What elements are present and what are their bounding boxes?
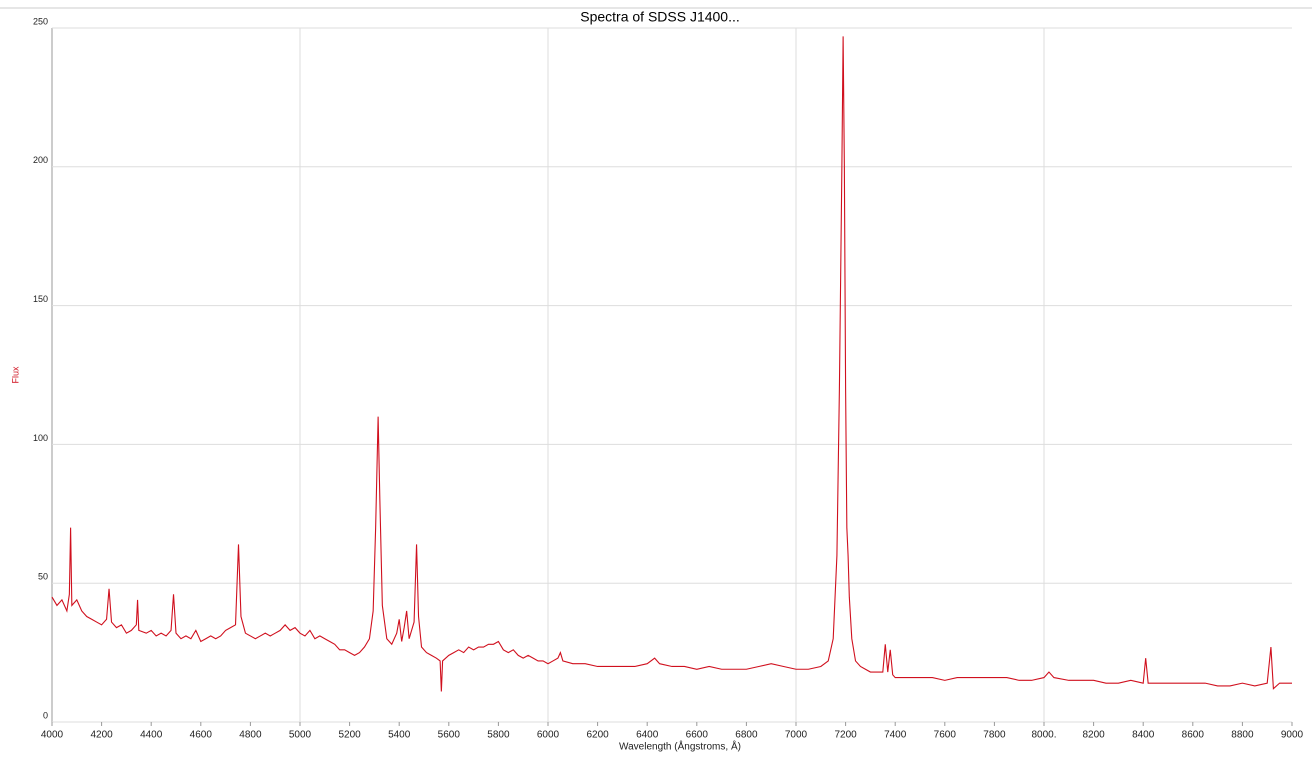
x-axis-label: Wavelength (Ångstroms, Å) bbox=[619, 740, 741, 753]
x-tick-label: 5800 bbox=[487, 730, 510, 741]
x-tick-label: 6400 bbox=[636, 730, 659, 741]
y-tick-label: 200 bbox=[33, 155, 48, 165]
x-tick-label: 8200 bbox=[1082, 730, 1105, 741]
x-tick-label: 6800 bbox=[735, 730, 758, 741]
x-tick-label: 4000 bbox=[41, 730, 64, 741]
x-tick-label: 5000 bbox=[289, 730, 312, 741]
y-tick-label: 250 bbox=[33, 16, 48, 26]
x-tick-label: 8000. bbox=[1031, 730, 1056, 741]
x-tick-label: 6600 bbox=[686, 730, 709, 741]
spectrum-line bbox=[51, 36, 1292, 692]
chart-title: Spectra of SDSS J1400... bbox=[580, 9, 740, 25]
y-axis-label: Flux bbox=[10, 366, 20, 384]
x-tick-label: 4400 bbox=[140, 730, 163, 741]
x-tick-label: 8400 bbox=[1132, 730, 1155, 741]
x-tick-label: 7600 bbox=[934, 730, 957, 741]
x-tick-label: 6200 bbox=[586, 730, 609, 741]
y-tick-label: 0 bbox=[43, 710, 48, 720]
x-tick-label: 7000 bbox=[785, 730, 808, 741]
x-tick-label: 9000 bbox=[1281, 730, 1304, 741]
y-tick-label: 100 bbox=[33, 433, 48, 443]
x-tick-label: 8800 bbox=[1231, 730, 1254, 741]
x-tick-label: 7400 bbox=[884, 730, 907, 741]
x-tick-label: 5200 bbox=[338, 730, 361, 741]
x-tick-label: 4200 bbox=[90, 730, 113, 741]
y-tick-label: 50 bbox=[38, 572, 48, 582]
x-tick-label: 4600 bbox=[190, 730, 213, 741]
x-tick-label: 5400 bbox=[388, 730, 411, 741]
x-tick-label: 8600 bbox=[1182, 730, 1205, 741]
x-tick-label: 7800 bbox=[983, 730, 1006, 741]
x-tick-label: 4800 bbox=[239, 730, 262, 741]
y-tick-label: 150 bbox=[33, 294, 48, 304]
x-tick-label: 7200 bbox=[834, 730, 857, 741]
x-tick-label: 5600 bbox=[438, 730, 461, 741]
x-tick-label: 6000 bbox=[537, 730, 560, 741]
